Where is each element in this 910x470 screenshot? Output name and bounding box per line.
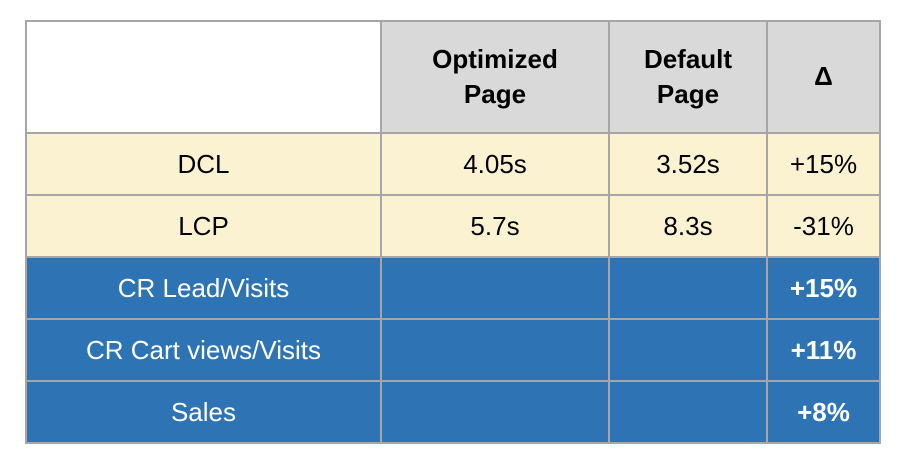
table-row-dcl: DCL 4.05s 3.52s +15% <box>25 132 881 196</box>
lcp-optimized-value: 5.7s <box>380 194 610 258</box>
row-label-cr-lead: CR Lead/Visits <box>25 256 382 320</box>
metrics-table: Optimized Page Default Page Δ DCL 4.05s … <box>25 20 881 444</box>
cr-lead-delta-value: +15% <box>766 256 881 320</box>
row-label-lcp: LCP <box>25 194 382 258</box>
row-label-dcl: DCL <box>25 132 382 196</box>
header-label-optimized-page: Optimized Page <box>432 43 558 109</box>
cr-lead-optimized-value <box>380 256 610 320</box>
header-cell-default-page: Default Page <box>608 20 768 134</box>
row-label-sales: Sales <box>25 380 382 444</box>
table-row-sales: Sales +8% <box>25 380 881 444</box>
table-header-row: Optimized Page Default Page Δ <box>25 20 881 134</box>
sales-delta-value: +8% <box>766 380 881 444</box>
cr-lead-default-value <box>608 256 768 320</box>
row-label-cr-cart: CR Cart views/Visits <box>25 318 382 382</box>
lcp-default-value: 8.3s <box>608 194 768 258</box>
lcp-delta-value: -31% <box>766 194 881 258</box>
table-row-cr-lead: CR Lead/Visits +15% <box>25 256 881 320</box>
dcl-default-value: 3.52s <box>608 132 768 196</box>
dcl-optimized-value: 4.05s <box>380 132 610 196</box>
sales-optimized-value <box>380 380 610 444</box>
dcl-delta-value: +15% <box>766 132 881 196</box>
table-row-cr-cart: CR Cart views/Visits +11% <box>25 318 881 382</box>
sales-default-value <box>608 380 768 444</box>
header-cell-optimized-page: Optimized Page <box>380 20 610 134</box>
table-row-lcp: LCP 5.7s 8.3s -31% <box>25 194 881 258</box>
cr-cart-optimized-value <box>380 318 610 382</box>
cr-cart-default-value <box>608 318 768 382</box>
cr-cart-delta-value: +11% <box>766 318 881 382</box>
header-label-default-page: Default Page <box>643 43 733 109</box>
header-cell-delta: Δ <box>766 20 881 134</box>
header-cell-empty <box>25 20 382 134</box>
